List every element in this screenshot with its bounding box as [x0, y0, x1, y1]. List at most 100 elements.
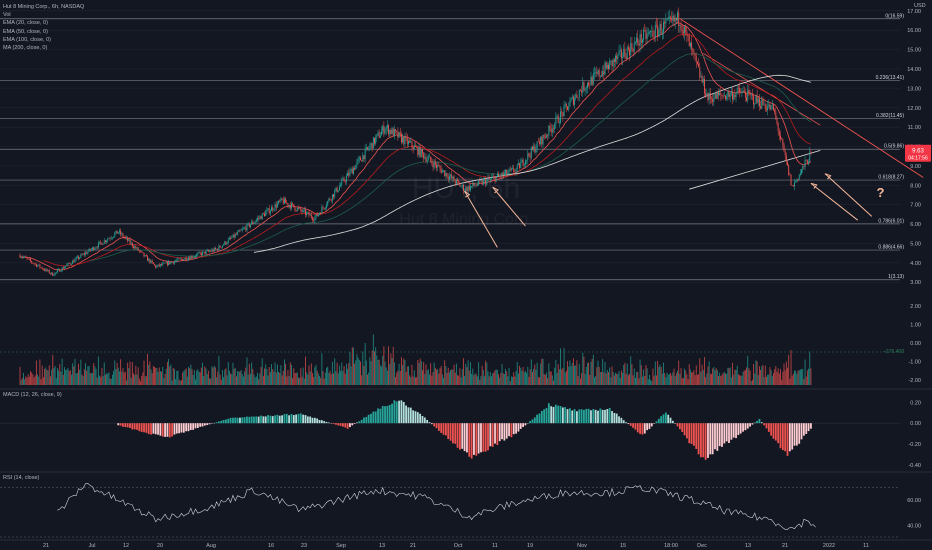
macd-bar: [597, 410, 599, 424]
macd-bar: [784, 423, 787, 452]
candle-body: [652, 30, 654, 37]
candle-body: [402, 136, 404, 143]
last-price-countdown: 04:17:56: [908, 156, 928, 162]
candle-body: [459, 183, 461, 187]
macd-bar: [503, 423, 506, 441]
volume-bar: [386, 370, 388, 385]
candle-body: [487, 177, 489, 180]
time-tick-label: Nov: [577, 543, 587, 549]
volume-bar: [389, 364, 391, 385]
candle-body: [108, 238, 110, 240]
macd-bar: [494, 423, 496, 444]
candle-body: [142, 252, 144, 253]
volume-bar: [758, 366, 760, 385]
candle-body: [399, 132, 401, 134]
volume-bar: [572, 358, 574, 385]
volume-bar: [622, 372, 623, 385]
macd-bar: [725, 423, 728, 442]
volume-bar: [360, 361, 361, 385]
macd-bar: [379, 408, 382, 424]
volume-bar: [35, 360, 37, 385]
candle-body: [286, 202, 288, 204]
candle-body: [308, 212, 310, 216]
volume-bar: [399, 371, 401, 385]
volume-bar: [398, 363, 400, 385]
candle-body: [754, 103, 756, 105]
macd-bar: [620, 417, 623, 424]
candle-body: [543, 134, 545, 138]
macd-bar: [800, 423, 803, 440]
candle-body: [398, 132, 400, 138]
volume-bar: [472, 368, 474, 385]
candle-body: [673, 15, 675, 22]
candle-body: [643, 30, 645, 40]
macd-bar: [267, 415, 269, 424]
volume-bar: [274, 362, 276, 385]
candle-body: [515, 168, 517, 173]
candle-body: [751, 94, 753, 96]
volume-bar: [592, 354, 594, 385]
macd-bar: [327, 422, 330, 424]
candle-body: [175, 260, 177, 262]
annotation-arrows[interactable]: ?: [464, 173, 885, 248]
candle-body: [737, 87, 739, 89]
candle-body: [716, 92, 718, 99]
volume-bar: [520, 367, 522, 385]
volume-bar: [23, 372, 24, 385]
volume-bar: [596, 367, 598, 385]
volume-bar: [691, 372, 693, 385]
volume-bar: [563, 348, 565, 385]
candle-body: [498, 173, 499, 176]
candle-body: [44, 269, 46, 271]
volume-bar: [378, 359, 380, 385]
volume-bar: [269, 372, 271, 385]
macd-bar: [480, 423, 482, 453]
macd-bar: [711, 423, 714, 455]
candle-body: [419, 146, 421, 157]
volume-bar: [541, 358, 543, 385]
candle-body: [702, 78, 704, 83]
volume-bar: [240, 370, 242, 385]
macd-bar: [386, 405, 389, 424]
volume-bar: [354, 363, 356, 385]
candle-body: [514, 171, 516, 173]
trendlines[interactable]: [679, 18, 924, 190]
volume-bar: [760, 370, 762, 385]
volume-bar: [260, 366, 262, 385]
volume-bar: [478, 362, 480, 385]
volume-bar: [537, 377, 539, 385]
volume-bar: [500, 372, 502, 385]
volume-bar: [85, 363, 86, 385]
macd-bar: [311, 417, 314, 424]
volume-bar: [528, 376, 530, 385]
volume-bar: [429, 374, 430, 385]
candle-body: [653, 36, 655, 38]
currency-label: USD: [914, 3, 926, 9]
candle-body: [321, 207, 323, 214]
volume-bar: [361, 375, 363, 385]
fib-retracement[interactable]: 0(16.59)0.236(13.41)0.382(11.45)0.5(9.86…: [0, 13, 904, 280]
candle-body: [119, 230, 120, 233]
macd-bar: [540, 410, 543, 424]
candle-body: [169, 261, 171, 264]
candle-body: [196, 254, 198, 257]
candle-body: [799, 172, 801, 175]
volume-bar: [254, 377, 256, 385]
volume-bar: [553, 380, 554, 385]
volume-bar: [265, 364, 267, 385]
volume-bar: [406, 366, 408, 385]
candle-body: [197, 253, 199, 255]
candle-body: [795, 181, 797, 183]
macd-bar: [122, 423, 124, 427]
volume-bar: [666, 372, 668, 385]
candle-body: [127, 237, 129, 241]
candle-body: [701, 76, 703, 83]
volume-bar: [529, 369, 531, 385]
candle-body: [796, 178, 798, 182]
volume-bar: [344, 373, 346, 385]
candle-body: [713, 98, 715, 103]
candle-body: [612, 59, 614, 67]
price-tick-label: 14.00: [907, 67, 921, 73]
volume-bar: [549, 371, 551, 385]
candle-body: [418, 146, 420, 155]
